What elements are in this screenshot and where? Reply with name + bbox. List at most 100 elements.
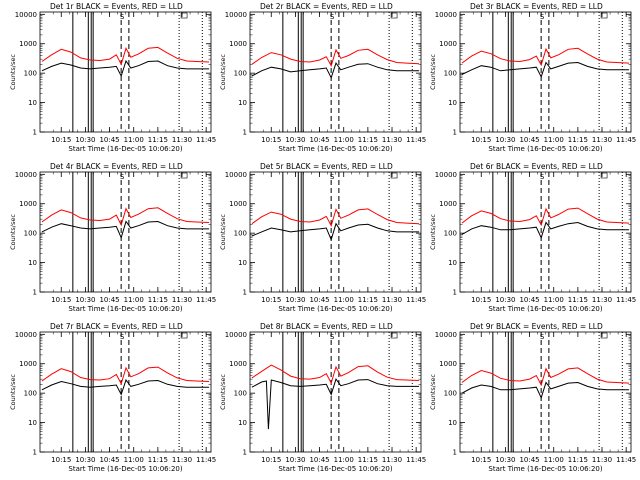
y-tick-label: 10000 xyxy=(225,331,247,339)
x-tick-label: 10:30 xyxy=(285,136,305,144)
marker-label: S xyxy=(540,13,545,21)
x-tick-label: 11:30 xyxy=(172,296,192,304)
x-tick-label: 11:00 xyxy=(124,136,144,144)
y-tick-label: 1000 xyxy=(19,40,37,48)
series-line-events xyxy=(461,221,630,240)
x-tick-label: 11:30 xyxy=(592,456,612,464)
x-tick-label: 10:45 xyxy=(309,136,329,144)
x-tick-label: 10:15 xyxy=(261,456,281,464)
y-tick-label: 1 xyxy=(243,289,247,297)
series-line-lld xyxy=(461,47,630,67)
y-axis-label: Counts/sec xyxy=(429,54,437,90)
y-tick-label: 1000 xyxy=(19,200,37,208)
series-group xyxy=(461,367,630,400)
x-tick-label: 11:45 xyxy=(196,456,216,464)
panel-det-8r: 1 10 100 1000 10000 10:15 10:30 10:45 11:00 11:15… xyxy=(219,322,426,473)
x-tick-label: 10:45 xyxy=(99,136,119,144)
y-tick-label: 1 xyxy=(243,129,247,137)
x-tick-label: 10:15 xyxy=(51,296,71,304)
x-tick-label: 11:45 xyxy=(616,136,636,144)
x-tick-label: 10:45 xyxy=(519,136,539,144)
x-axis-label: Start Time (16-Dec-05 10:06:20) xyxy=(488,305,602,313)
x-tick-label: 11:00 xyxy=(334,456,354,464)
y-tick-label: 1 xyxy=(243,449,247,457)
x-tick-label: 10:15 xyxy=(261,296,281,304)
marker-label: S xyxy=(540,333,545,341)
panel-title: Det 7r BLACK = Events, RED = LLD xyxy=(50,322,183,331)
panel-det-2r: 1 10 100 1000 10000 10:15 10:30 10:45 11:00 11:15… xyxy=(219,2,426,153)
series-group xyxy=(41,46,210,78)
x-axis-label: Start Time (16-Dec-05 10:06:20) xyxy=(68,145,182,153)
panel-det-6r: 1 10 100 1000 10000 10:15 10:30 10:45 11:00 11:15… xyxy=(429,162,636,313)
series-line-events xyxy=(461,381,630,400)
panel-title: Det 4r BLACK = Events, RED = LLD xyxy=(50,162,183,171)
y-axis-label: Counts/sec xyxy=(219,54,227,90)
series-line-lld xyxy=(41,46,210,66)
panel-det-7r: 1 10 100 1000 10000 10:15 10:30 10:45 11:00 11:15… xyxy=(9,322,216,473)
x-tick-label: 11:00 xyxy=(334,296,354,304)
y-tick-label: 100 xyxy=(234,230,247,238)
x-tick-label: 10:45 xyxy=(99,296,119,304)
y-tick-label: 100 xyxy=(24,230,37,238)
series-line-lld xyxy=(251,364,420,385)
y-tick-label: 100 xyxy=(234,70,247,78)
y-tick-label: 10 xyxy=(28,99,37,107)
x-tick-label: 11:30 xyxy=(172,136,192,144)
y-tick-label: 100 xyxy=(234,390,247,398)
x-axis-label: Start Time (16-Dec-05 10:06:20) xyxy=(68,305,182,313)
x-tick-label: 10:30 xyxy=(285,296,305,304)
panel-title: Det 8r BLACK = Events, RED = LLD xyxy=(260,322,393,331)
marker-label: S xyxy=(330,173,335,181)
x-tick-label: 10:15 xyxy=(471,296,491,304)
y-tick-label: 10000 xyxy=(15,331,37,339)
y-tick-label: 100 xyxy=(444,70,457,78)
x-tick-label: 10:45 xyxy=(99,456,119,464)
x-tick-label: 10:45 xyxy=(309,296,329,304)
x-tick-label: 10:30 xyxy=(75,296,95,304)
panel-title: Det 3r BLACK = Events, RED = LLD xyxy=(470,2,603,11)
y-tick-label: 1 xyxy=(453,289,457,297)
x-tick-label: 11:15 xyxy=(358,456,378,464)
marker-box xyxy=(180,332,188,339)
x-axis-label: Start Time (16-Dec-05 10:06:20) xyxy=(68,465,182,473)
series-line-events xyxy=(251,62,420,80)
y-tick-label: 1 xyxy=(33,289,37,297)
y-axis-label: Counts/sec xyxy=(9,214,17,250)
x-tick-label: 11:00 xyxy=(544,136,564,144)
x-tick-label: 10:15 xyxy=(51,456,71,464)
marker-label: S xyxy=(120,13,125,21)
series-group xyxy=(251,364,420,430)
y-tick-label: 1000 xyxy=(229,40,247,48)
y-tick-label: 10 xyxy=(448,259,457,267)
y-tick-label: 100 xyxy=(444,390,457,398)
x-axis-label: Start Time (16-Dec-05 10:06:20) xyxy=(488,465,602,473)
x-tick-label: 11:15 xyxy=(148,136,168,144)
marker-box xyxy=(600,332,608,339)
x-axis-label: Start Time (16-Dec-05 10:06:20) xyxy=(278,305,392,313)
x-axis-label: Start Time (16-Dec-05 10:06:20) xyxy=(488,145,602,153)
y-tick-label: 1000 xyxy=(439,40,457,48)
x-tick-label: 10:15 xyxy=(471,456,491,464)
marker-box xyxy=(390,172,398,179)
y-tick-label: 10 xyxy=(238,259,247,267)
x-tick-label: 11:30 xyxy=(382,456,402,464)
y-tick-label: 10000 xyxy=(15,171,37,179)
y-axis-label: Counts/sec xyxy=(429,214,437,250)
x-tick-label: 11:15 xyxy=(568,136,588,144)
x-tick-label: 10:30 xyxy=(75,456,95,464)
marker-box xyxy=(180,172,188,179)
series-line-lld xyxy=(251,208,420,228)
x-tick-label: 10:45 xyxy=(309,456,329,464)
series-group xyxy=(41,366,210,396)
y-tick-label: 10000 xyxy=(435,171,457,179)
x-axis-label: Start Time (16-Dec-05 10:06:20) xyxy=(278,465,392,473)
marker-label: S xyxy=(120,333,125,341)
y-tick-label: 1 xyxy=(453,129,457,137)
x-tick-label: 10:30 xyxy=(285,456,305,464)
y-axis-label: Counts/sec xyxy=(9,374,17,410)
marker-label: S xyxy=(540,173,545,181)
x-axis-label: Start Time (16-Dec-05 10:06:20) xyxy=(278,145,392,153)
y-axis-label: Counts/sec xyxy=(9,54,17,90)
